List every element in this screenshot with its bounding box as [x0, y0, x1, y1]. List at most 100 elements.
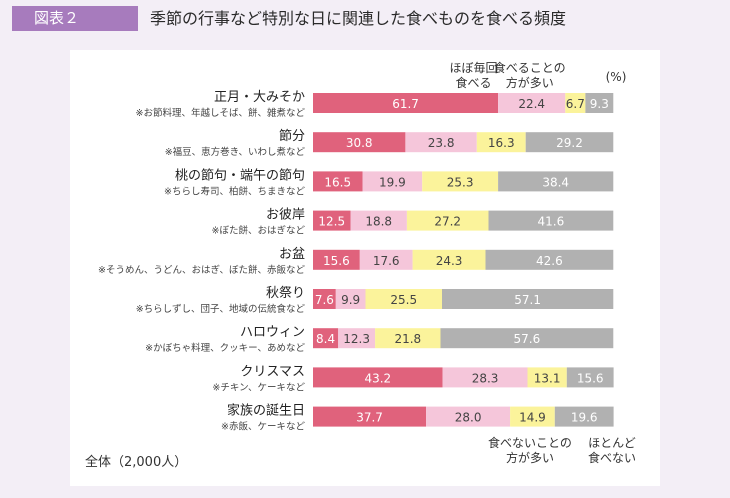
- base-note: 全体（2,000人）: [85, 454, 187, 470]
- bar-segment: [525, 132, 614, 153]
- bar-segment: [375, 328, 441, 349]
- header-divider: [136, 6, 138, 31]
- bar-value-label: 43.2: [364, 371, 391, 385]
- bar-value-label: 61.7: [392, 97, 419, 111]
- bar-value-label: 7.6: [315, 293, 334, 307]
- category-note: ※ちらし寿司、柏餅、ちまきなど: [164, 185, 305, 197]
- bar-segment: [485, 249, 614, 270]
- bar-segment: [426, 406, 511, 427]
- bar-value-label: 22.4: [518, 97, 545, 111]
- bar-value-label: 42.6: [536, 254, 563, 268]
- bar-segment: [406, 210, 489, 231]
- bar-segment: [313, 210, 351, 231]
- bar-value-label: 9.3: [590, 97, 609, 111]
- bar-segment: [362, 171, 423, 192]
- legend-label-2-line-1: 方が多い: [506, 450, 554, 465]
- unit-label: (%): [606, 70, 627, 84]
- bar-segment: [313, 367, 443, 388]
- category-label: 桃の節句・端午の節句: [175, 168, 305, 183]
- category-label: クリスマス: [240, 364, 305, 379]
- figure-title: 季節の行事など特別な日に関連した食べものを食べる頻度: [150, 9, 567, 28]
- bar-segment: [338, 328, 376, 349]
- bar-value-label: 18.8: [365, 215, 392, 229]
- bar-segment: [350, 210, 407, 231]
- bar-value-label: 21.8: [394, 332, 421, 346]
- bar-value-label: 29.2: [556, 136, 583, 150]
- bar-value-label: 12.5: [318, 215, 345, 229]
- bar-value-label: 13.1: [534, 371, 561, 385]
- legend-label-3-line-0: ほとんど: [588, 436, 636, 450]
- category-label: 正月・大みそか: [214, 90, 305, 105]
- category-note: ※赤飯、ケーキなど: [221, 421, 305, 433]
- bar-value-label: 19.6: [571, 411, 598, 425]
- category-note: ※福豆、恵方巻き、いわし煮など: [165, 146, 306, 158]
- legend-label-2-line-0: 食べないことの: [488, 435, 572, 450]
- category-label: ハロウィン: [240, 325, 305, 340]
- bar-segment: [476, 132, 526, 153]
- bar-segment: [313, 93, 499, 113]
- bar-segment: [313, 289, 336, 309]
- bar-segment: [442, 289, 614, 309]
- bar-value-label: 12.3: [343, 332, 370, 346]
- bar-segment: [565, 93, 586, 113]
- bar-segment: [498, 93, 566, 113]
- category-note: ※お節料理、年越しそば、餅、雑煮など: [136, 107, 306, 119]
- bar-segment: [442, 367, 528, 388]
- figure-header: 図表２ 季節の行事など特別な日に関連した食べものを食べる頻度: [0, 0, 730, 36]
- bar-segment: [527, 367, 567, 388]
- bar-value-label: 9.9: [341, 293, 360, 307]
- bar-segment: [566, 367, 614, 388]
- figure-label: 図表２: [12, 6, 136, 31]
- bar-value-label: 15.6: [323, 254, 350, 268]
- legend-label-1-line-1: 方が多い: [506, 75, 554, 90]
- bar-value-label: 41.6: [538, 215, 565, 229]
- bar-segment: [313, 328, 339, 349]
- category-note: ※チキン、ケーキなど: [212, 382, 305, 393]
- bar-segment: [585, 93, 614, 113]
- bar-value-label: 38.4: [542, 175, 569, 189]
- bar-value-label: 27.2: [434, 215, 461, 229]
- bar-value-label: 14.9: [519, 411, 546, 425]
- bar-segment: [488, 210, 614, 231]
- bar-value-label: 25.3: [447, 175, 474, 189]
- category-note: ※ちらしずし、団子、地域の伝統食など: [136, 303, 306, 315]
- category-note: ※ぼた餅、おはぎなど: [212, 225, 306, 237]
- bar-value-label: 15.6: [577, 371, 604, 385]
- bar-value-label: 37.7: [356, 411, 383, 425]
- category-note: ※そうめん、うどん、おはぎ、ぼた餅、赤飯など: [98, 264, 305, 276]
- bar-value-label: 28.3: [472, 371, 499, 385]
- category-note: ※かぼちゃ料理、クッキー、あめなど: [145, 342, 305, 354]
- bar-segment: [422, 171, 499, 192]
- category-label: 節分: [279, 129, 305, 144]
- bar-value-label: 24.3: [436, 254, 463, 268]
- category-label: お彼岸: [266, 208, 305, 223]
- bar-segment: [359, 249, 413, 270]
- bar-value-label: 57.6: [514, 332, 541, 346]
- bar-segment: [554, 406, 614, 427]
- bar-segment: [313, 171, 363, 192]
- bar-value-label: 19.9: [379, 175, 406, 189]
- bar-segment: [335, 289, 366, 309]
- bar-segment: [412, 249, 486, 270]
- bar-value-label: 16.5: [324, 175, 351, 189]
- bar-value-label: 57.1: [514, 293, 541, 307]
- legend-label-0-line-1: 食べる: [456, 75, 492, 90]
- bar-value-label: 25.5: [390, 293, 417, 307]
- legend-label-1-line-0: 食べることの: [494, 60, 566, 75]
- bar-segment: [313, 406, 427, 427]
- bar-value-label: 6.7: [566, 97, 585, 111]
- legend-label-3-line-1: 食べない: [588, 450, 636, 465]
- bar-segment: [510, 406, 555, 427]
- category-label: お盆: [279, 247, 305, 262]
- bar-value-label: 8.4: [316, 332, 335, 346]
- bar-value-label: 28.0: [455, 411, 482, 425]
- bar-value-label: 23.8: [428, 136, 455, 150]
- bar-segment: [365, 289, 442, 309]
- bar-segment: [313, 132, 406, 153]
- bar-value-label: 17.6: [373, 254, 400, 268]
- category-label: 家族の誕生日: [227, 403, 305, 419]
- bar-segment: [313, 249, 360, 270]
- legend-label-0-line-0: ほぼ毎回: [450, 60, 498, 75]
- bar-value-label: 16.3: [488, 136, 515, 150]
